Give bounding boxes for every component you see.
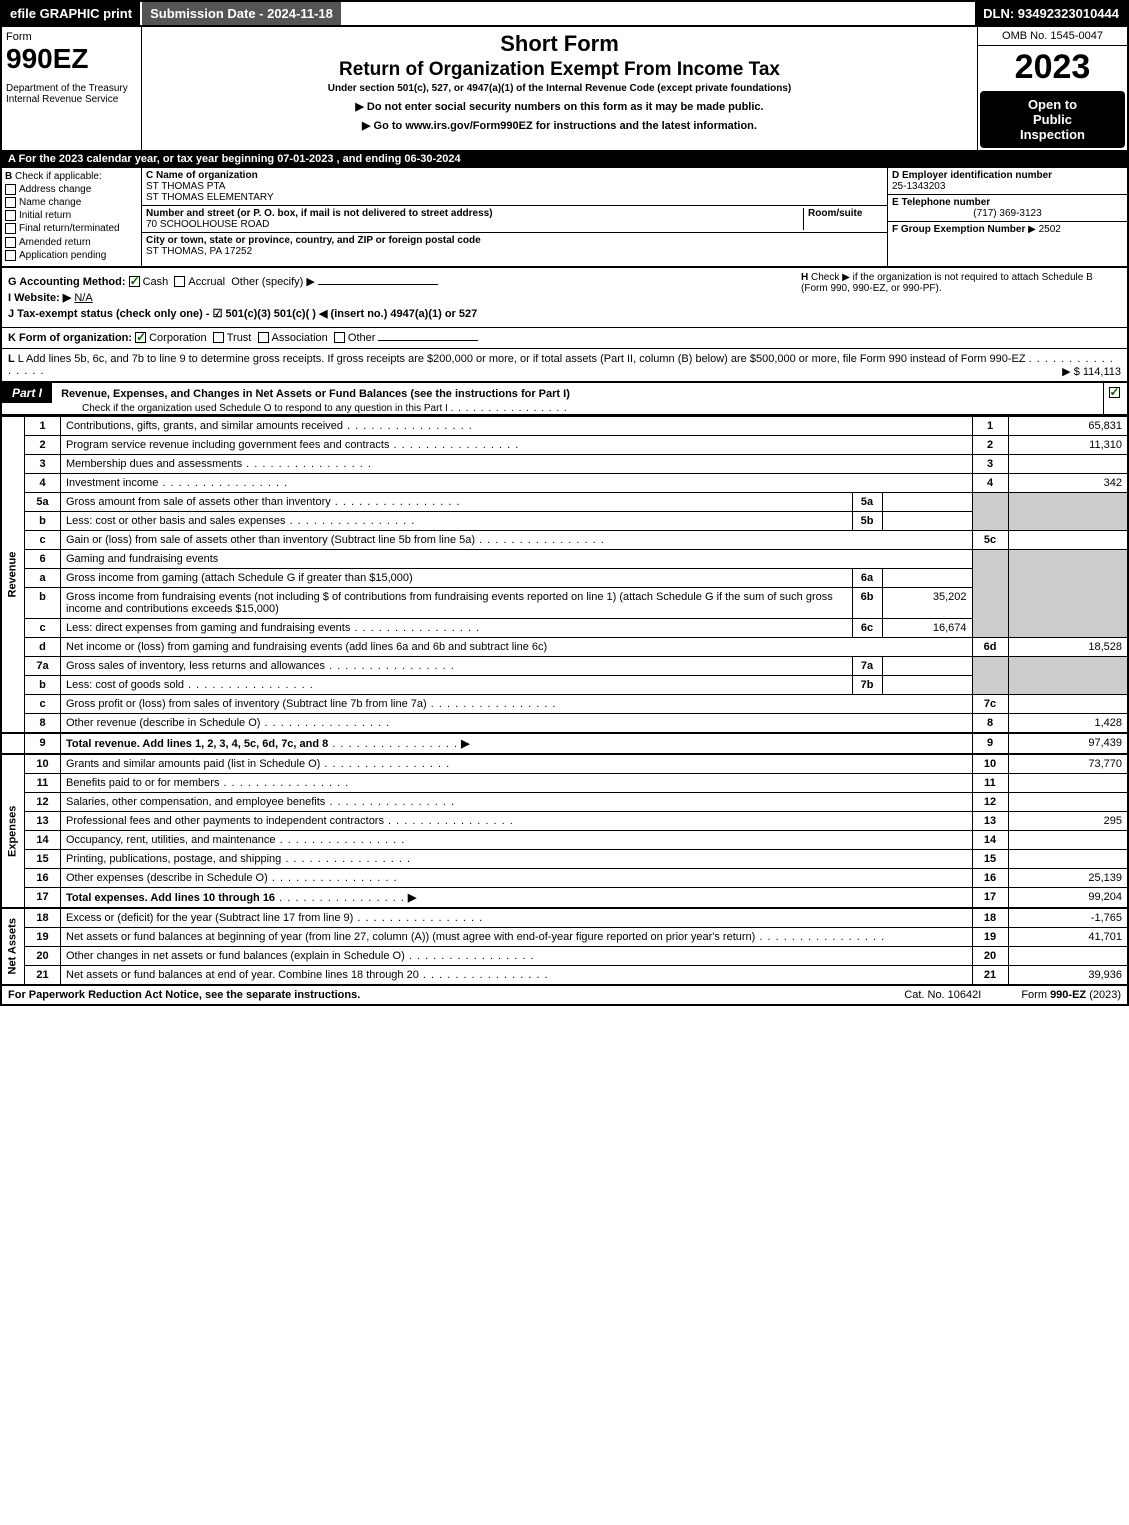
submission-date: Submission Date - 2024-11-18 [140, 2, 341, 25]
group-cell: F Group Exemption Number ▶ 2502 [888, 222, 1127, 237]
cb-name-change[interactable]: Name change [5, 197, 138, 208]
part1-title: Revenue, Expenses, and Changes in Net As… [55, 385, 576, 403]
city-label: City or town, state or province, country… [146, 235, 883, 246]
k-label: K Form of organization: [8, 332, 132, 344]
room-label: Room/suite [808, 208, 883, 219]
department-label: Department of the Treasury Internal Reve… [6, 83, 137, 105]
open-line2: Public [984, 112, 1121, 127]
part1-checkbox[interactable] [1103, 383, 1127, 414]
info-grid: B Check if applicable: Address change Na… [0, 168, 1129, 268]
i-label: I Website: ▶ [8, 292, 71, 304]
under-section: Under section 501(c), 527, or 4947(a)(1)… [146, 83, 973, 94]
section-d: D Employer identification number 25-1343… [887, 168, 1127, 266]
part1-header: Part I Revenue, Expenses, and Changes in… [0, 383, 1129, 416]
g-label: G Accounting Method: [8, 276, 126, 288]
street-cell: Number and street (or P. O. box, if mail… [142, 206, 887, 233]
other-specify: Other (specify) ▶ [231, 276, 315, 288]
street-label: Number and street (or P. O. box, if mail… [146, 208, 803, 219]
netassets-vert-label: Net Assets [1, 908, 25, 985]
expenses-vert-label: Expenses [1, 754, 25, 908]
city-value: ST THOMAS, PA 17252 [146, 246, 883, 257]
group-label: F Group Exemption Number [892, 224, 1025, 235]
top-bar: efile GRAPHIC print Submission Date - 20… [0, 0, 1129, 27]
c-name-label: C Name of organization [146, 170, 883, 181]
org-name: ST THOMAS PTA ST THOMAS ELEMENTARY [146, 181, 883, 203]
b-label: B [5, 171, 12, 182]
phone-value: (717) 369-3123 [892, 208, 1123, 219]
cb-trust[interactable] [213, 332, 224, 343]
goto-text[interactable]: ▶ Go to www.irs.gov/Form990EZ for instru… [362, 120, 757, 132]
cb-corporation[interactable] [135, 332, 146, 343]
no-ssn-line: ▶ Do not enter social security numbers o… [146, 100, 973, 113]
phone-label: E Telephone number [892, 197, 1123, 208]
section-b: B Check if applicable: Address change Na… [2, 168, 142, 266]
form-word: Form [6, 31, 137, 43]
h-box: H Check ▶ if the organization is not req… [801, 272, 1121, 294]
ein-value: 25-1343203 [892, 181, 1123, 192]
footer-left: For Paperwork Reduction Act Notice, see … [8, 989, 360, 1001]
revenue-table: Revenue 1Contributions, gifts, grants, a… [0, 416, 1129, 985]
cb-association[interactable] [258, 332, 269, 343]
short-form-title: Short Form [146, 31, 973, 57]
open-line3: Inspection [984, 127, 1121, 142]
cb-other-org[interactable] [334, 332, 345, 343]
website-value: N/A [74, 292, 92, 304]
street-value: 70 SCHOOLHOUSE ROAD [146, 219, 803, 230]
form-number-block: Form 990EZ Department of the Treasury In… [2, 27, 142, 150]
b-check-if: Check if applicable: [15, 171, 102, 182]
section-c: C Name of organization ST THOMAS PTA ST … [142, 168, 887, 266]
footer-catno: Cat. No. 10642I [904, 989, 981, 1001]
part1-check-text: Check if the organization used Schedule … [2, 403, 1103, 414]
h-text: Check ▶ if the organization is not requi… [801, 272, 1093, 294]
group-value: ▶ 2502 [1028, 224, 1061, 235]
ein-cell: D Employer identification number 25-1343… [888, 168, 1127, 195]
cb-accrual[interactable] [174, 276, 185, 287]
title-block: Short Form Return of Organization Exempt… [142, 27, 977, 150]
ein-label: D Employer identification number [892, 170, 1123, 181]
h-label: H [801, 272, 808, 283]
cb-final-return[interactable]: Final return/terminated [5, 223, 138, 234]
k-row: K Form of organization: Corporation Trus… [0, 327, 1129, 348]
open-line1: Open to [984, 97, 1121, 112]
form-header: Form 990EZ Department of the Treasury In… [0, 27, 1129, 150]
cb-cash[interactable] [129, 276, 140, 287]
revenue-vert-label: Revenue [1, 416, 25, 733]
return-title: Return of Organization Exempt From Incom… [146, 59, 973, 81]
l-text: L Add lines 5b, 6c, and 7b to line 9 to … [18, 353, 1026, 365]
phone-cell: E Telephone number (717) 369-3123 [888, 195, 1127, 222]
cb-initial-return[interactable]: Initial return [5, 210, 138, 221]
j-row: J Tax-exempt status (check only one) - ☑… [8, 307, 1121, 320]
misc-rows: H Check ▶ if the organization is not req… [0, 268, 1129, 327]
right-header-block: OMB No. 1545-0047 2023 Open to Public In… [977, 27, 1127, 150]
j-text: J Tax-exempt status (check only one) - ☑… [8, 308, 477, 320]
efile-label[interactable]: efile GRAPHIC print [2, 2, 140, 25]
open-inspection: Open to Public Inspection [980, 91, 1125, 148]
tax-year: 2023 [978, 46, 1127, 89]
dln-label: DLN: 93492323010444 [975, 2, 1127, 25]
cb-address-change[interactable]: Address change [5, 184, 138, 195]
footer-right: Form 990-EZ (2023) [1021, 989, 1121, 1001]
goto-line: ▶ Go to www.irs.gov/Form990EZ for instru… [146, 119, 973, 132]
cb-amended[interactable]: Amended return [5, 237, 138, 248]
cb-application-pending[interactable]: Application pending [5, 250, 138, 261]
section-a: A For the 2023 calendar year, or tax yea… [0, 150, 1129, 168]
form-990ez: 990EZ [6, 43, 137, 75]
omb-number: OMB No. 1545-0047 [978, 27, 1127, 46]
org-name-cell: C Name of organization ST THOMAS PTA ST … [142, 168, 887, 206]
city-cell: City or town, state or province, country… [142, 233, 887, 259]
l-row: L L Add lines 5b, 6c, and 7b to line 9 t… [0, 348, 1129, 383]
page-footer: For Paperwork Reduction Act Notice, see … [0, 985, 1129, 1006]
part1-label: Part I [2, 383, 52, 403]
l-amount: ▶ $ 114,113 [1062, 365, 1121, 378]
